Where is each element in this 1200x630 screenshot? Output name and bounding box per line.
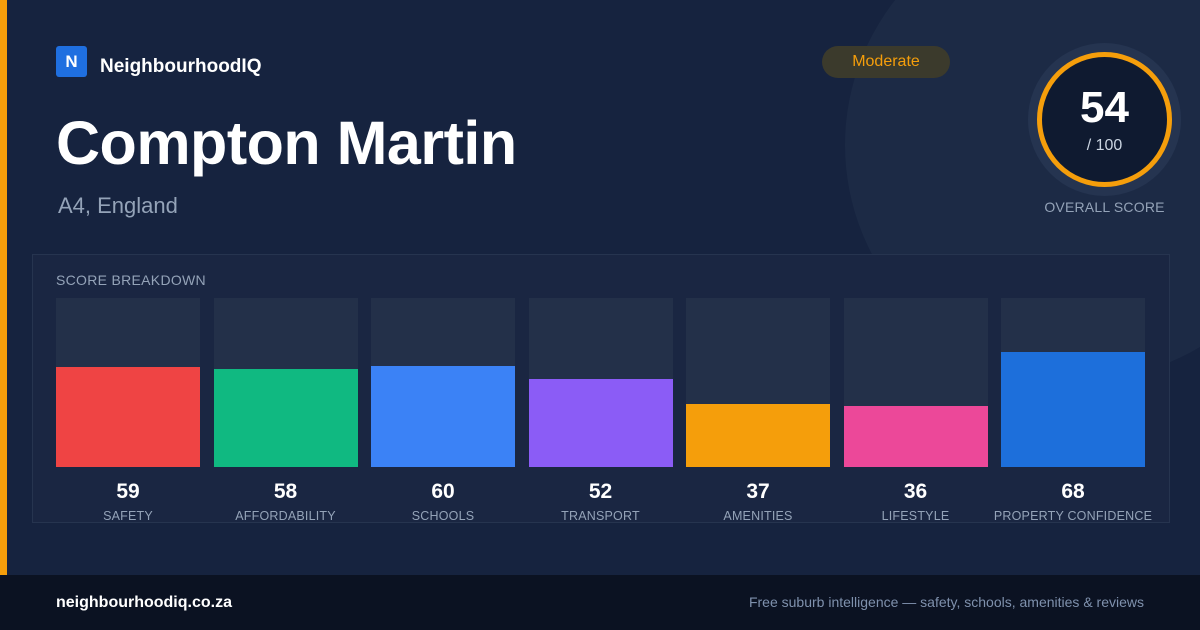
bar-fill [213, 369, 358, 467]
bar-fill [371, 366, 515, 467]
bar-track [213, 298, 358, 467]
bar-track [686, 298, 830, 467]
accent-bar [0, 0, 7, 575]
bar-track [1001, 298, 1145, 467]
bar-track [843, 298, 988, 467]
bar-label: PROPERTY CONFIDENCE [993, 509, 1153, 523]
bar-value: 58 [273, 480, 298, 503]
brand-name: NeighbourhoodIQ [100, 55, 262, 77]
score-bar-amenities: 37 AMENITIES [686, 298, 830, 523]
score-bar-schools: 60 SCHOOLS [371, 298, 515, 523]
bar-value: 37 [746, 480, 770, 503]
bar-track [528, 298, 673, 467]
bar-value: 36 [903, 480, 928, 503]
rating-badge: Moderate [822, 46, 950, 78]
bar-fill [843, 406, 988, 467]
bar-fill [56, 367, 200, 467]
overall-score-dial: 54 / 100 [1037, 52, 1172, 187]
score-bar-transport: 52 TRANSPORT [528, 298, 673, 523]
brand[interactable]: N NeighbourhoodIQ [56, 46, 261, 77]
bar-value: 52 [588, 480, 613, 503]
bar-fill [528, 379, 673, 467]
bar-label: SCHOOLS [411, 509, 475, 523]
bar-label: AMENITIES [723, 509, 793, 523]
bar-value: 59 [116, 480, 140, 503]
bar-label: TRANSPORT [561, 509, 640, 523]
bar-fill [1001, 352, 1145, 467]
score-bar-property-confidence: 68 PROPERTY CONFIDENCE [994, 298, 1152, 523]
breakdown-title: SCORE BREAKDOWN [56, 272, 206, 288]
bar-value: 60 [431, 480, 455, 503]
footer-tagline: Free suburb intelligence — safety, schoo… [748, 594, 1144, 610]
score-breakdown-panel: SCORE BREAKDOWN 59 SAFETY 58 AFFORDABILITY 6… [32, 254, 1170, 523]
overall-score-max: / 100 [1086, 137, 1123, 154]
overall-score-caption: OVERALL SCORE [1044, 199, 1165, 215]
bar-label: SAFETY [103, 509, 153, 523]
bar-track [371, 298, 515, 467]
suburb-title: Compton Martin [56, 109, 517, 177]
footer-domain-link[interactable]: neighbourhoodiq.co.za [56, 594, 232, 611]
score-bar-lifestyle: 36 LIFESTYLE [843, 298, 988, 523]
bar-label: AFFORDABILITY [235, 509, 336, 523]
overall-score-ring: 54 / 100 [1028, 43, 1181, 196]
score-bar-safety: 59 SAFETY [56, 298, 200, 523]
suburb-region: A4, England [58, 193, 178, 218]
brand-logo-icon: N [56, 46, 87, 77]
footer: neighbourhoodiq.co.za Free suburb intell… [0, 575, 1200, 630]
bar-label: LIFESTYLE [881, 509, 950, 523]
bar-value: 68 [1061, 480, 1085, 503]
score-bar-affordability: 58 AFFORDABILITY [213, 298, 358, 523]
bar-track [56, 298, 200, 467]
overall-score-value: 54 [1080, 83, 1129, 132]
bar-fill [686, 404, 830, 467]
